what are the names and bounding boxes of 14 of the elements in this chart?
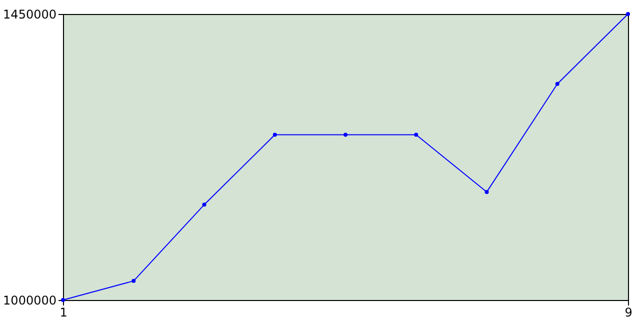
point: [202, 202, 206, 207]
point: [414, 132, 418, 137]
line-series: [61, 12, 630, 302]
point: [61, 298, 65, 302]
point: [484, 190, 489, 194]
point: [132, 278, 136, 283]
point: [626, 12, 630, 16]
point: [555, 82, 560, 86]
x-tick-label: 9: [624, 306, 632, 320]
y-tick-label: 1450000: [3, 8, 56, 22]
point: [344, 132, 348, 137]
y-tick-label: 1000000: [3, 294, 56, 308]
point: [272, 132, 277, 137]
x-tick-label: 1: [60, 306, 68, 320]
